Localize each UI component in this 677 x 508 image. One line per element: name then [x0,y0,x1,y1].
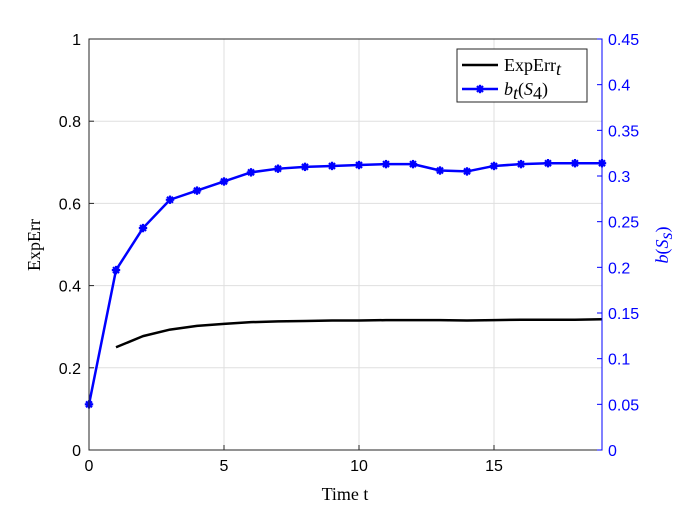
data-point [327,161,337,171]
y-tick-label-left: 1 [72,32,81,49]
data-point [516,159,526,169]
data-point [219,177,229,186]
data-point [165,195,175,204]
data-point [138,223,148,233]
data-point [408,159,418,169]
data-point [192,186,202,195]
data-point [273,164,283,173]
y-tick-label-right: 0.15 [608,306,639,323]
y-tick-label-right: 0 [608,443,617,460]
legend: ExpErrt bt(S4) [456,48,588,103]
x-tick-label: 5 [220,458,229,475]
y-axis-label-right: b(Ss) [652,226,676,263]
y-axis-label-left: ExpErr [24,219,44,271]
y-tick-label-right: 0.4 [608,78,630,95]
y-tick-label-left: 0.4 [59,279,81,296]
data-point [489,161,499,171]
legend-box [456,48,588,103]
data-point [462,167,472,176]
y-tick-label-left: 0.2 [59,361,81,378]
data-point [435,166,445,175]
data-point [570,159,580,168]
legend-marker-b [475,84,485,94]
data-point [381,159,391,169]
y-tick-label-left: 0.6 [59,196,81,213]
data-point [543,159,553,168]
legend-entry-b: bt(S4) [504,79,548,103]
y-tick-label-left: 0.8 [59,114,81,131]
x-tick-label: 0 [85,458,94,475]
legend-marker-point [475,84,485,94]
y-tick-label-left: 0 [72,443,81,460]
y-tick-label-right: 0.1 [608,352,630,369]
x-tick-label: 10 [350,458,368,475]
y-tick-label-right: 0.35 [608,123,639,140]
data-point [111,265,121,275]
series-line-1 [87,161,602,405]
x-tick-label: 15 [485,458,503,475]
data-point [300,162,310,172]
series-layer [84,159,607,409]
x-axis-label: Time t [322,484,369,504]
y-tick-label-right: 0.25 [608,215,639,232]
series-line-0 [115,318,603,349]
y-tick-label-right: 0.3 [608,169,630,186]
axes: 0 5 10 1500.20.40.60.8100.050.10.150.20.250… [59,32,639,475]
y-tick-label-right: 0.05 [608,397,639,414]
y-tick-label-right: 0.45 [608,32,639,49]
data-point [246,168,256,177]
y-tick-label-right: 0.2 [608,260,630,277]
data-point [354,160,364,170]
legend-entry-experr: ExpErrt [504,55,562,79]
